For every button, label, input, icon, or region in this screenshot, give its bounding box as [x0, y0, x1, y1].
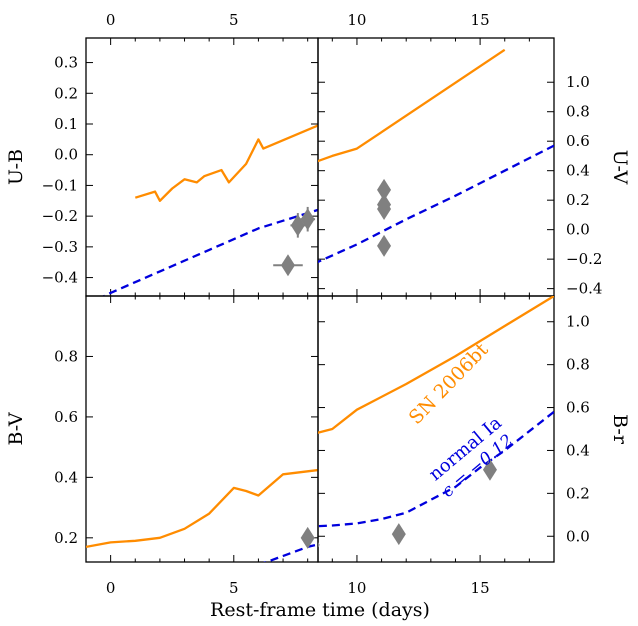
series-group	[116, 48, 554, 286]
y-axis-title-br: B-r	[609, 414, 631, 445]
series-line-sn2006bt	[86, 468, 318, 549]
y-tick-label: 0.6	[566, 399, 590, 417]
x-tick-label: 10	[347, 579, 366, 597]
y-tick-label: 0.6	[54, 408, 78, 426]
y-tick-label: 1.0	[566, 313, 590, 331]
diamond-marker	[483, 485, 497, 507]
diamond-marker	[482, 458, 497, 481]
diamond-marker	[377, 178, 392, 201]
data-point	[273, 254, 303, 277]
y-tick-label: −0.2	[42, 207, 78, 225]
series-group	[101, 124, 391, 296]
series-group	[318, 296, 554, 548]
series-line-normal-ia	[101, 208, 318, 296]
y-tick-label: 0.4	[566, 162, 590, 180]
panel-br: 0.0 0.2 0.4 0.6 0.8 1.0 B-r	[317, 295, 631, 563]
series-line-sn2006bt	[318, 48, 506, 163]
data-point	[482, 458, 497, 481]
data-point	[391, 523, 406, 546]
y-tick-label: 0.2	[566, 191, 590, 209]
y-tick-label: 0.0	[54, 146, 78, 164]
y-tick-label: 0.4	[54, 468, 78, 486]
diamond-marker	[377, 234, 392, 257]
diamond-marker	[280, 254, 295, 277]
y-tick-label: 0.3	[54, 54, 78, 72]
series-line-normal-ia	[318, 144, 554, 264]
data-point	[318, 542, 320, 548]
data-point	[300, 526, 315, 549]
y-axis-title-bv: B-V	[5, 412, 27, 445]
series-group	[86, 468, 497, 562]
x-tick-label: 10	[347, 11, 366, 29]
x-tick-label: 5	[229, 579, 239, 597]
annotation-sn2006bt: SN 2006bt	[405, 339, 493, 429]
x-tick-label: 5	[229, 11, 239, 29]
y-tick-label: 0.1	[54, 115, 78, 133]
y-tick-label: 0.0	[566, 221, 590, 239]
y-tick-label: −0.3	[42, 238, 78, 256]
data-point	[141, 254, 155, 276]
diamond-marker	[377, 150, 391, 172]
y-tick-label: 0.2	[54, 529, 78, 547]
panel-frame	[85, 37, 319, 297]
x-tick-label: 0	[106, 11, 116, 29]
data-point	[483, 483, 497, 507]
diamond-marker	[377, 198, 392, 221]
series-line-sn2006bt	[134, 124, 318, 202]
y-tick-label: 0.8	[566, 103, 590, 121]
data-point	[116, 264, 130, 286]
diamond-marker	[300, 526, 315, 549]
y-tick-label: 0.0	[566, 527, 590, 545]
y-axis-title-uv: U-V	[609, 150, 631, 185]
panel-uv: −0.4 −0.2 0.0 0.2 0.4 0.6 0.8 1.0 U-V	[116, 37, 631, 298]
data-point	[377, 139, 391, 182]
panel-frame	[317, 295, 555, 563]
y-tick-label: −0.1	[42, 176, 78, 194]
x-tick-label: 0	[106, 579, 116, 597]
y-axis-title-ub: U-B	[5, 149, 27, 185]
y-tick-label: 0.2	[54, 84, 78, 102]
diamond-marker	[116, 264, 130, 286]
diamond-marker	[391, 523, 406, 546]
series-line-sn2006bt	[318, 296, 554, 434]
x-axis-title: Rest-frame time (days)	[210, 599, 430, 621]
y-tick-label: 1.0	[566, 73, 590, 91]
y-tick-label: −0.4	[566, 280, 602, 298]
y-tick-label: −0.4	[42, 269, 78, 287]
panel-frame	[317, 37, 555, 297]
y-tick-label: 0.8	[566, 356, 590, 374]
series-line-normal-ia	[263, 543, 318, 562]
y-tick-label: 0.2	[566, 484, 590, 502]
diamond-marker	[318, 542, 320, 548]
data-point	[300, 206, 316, 232]
y-tick-label: −0.2	[566, 250, 602, 268]
diamond-marker	[141, 254, 155, 276]
x-tick-label: 15	[471, 579, 490, 597]
data-point	[377, 234, 392, 257]
panel-frame	[85, 295, 319, 563]
diamond-marker	[300, 208, 315, 231]
y-tick-label: 0.6	[566, 132, 590, 150]
y-tick-label: 0.4	[566, 441, 590, 459]
y-tick-label: 0.8	[54, 347, 78, 365]
panel-ub: −0.4 −0.3 −0.2 −0.1 0.0 0.1 0.2 0.3 U-B	[5, 37, 391, 297]
x-tick-label: 15	[471, 11, 490, 29]
series-line-normal-ia	[318, 410, 554, 528]
data-point	[377, 198, 392, 221]
